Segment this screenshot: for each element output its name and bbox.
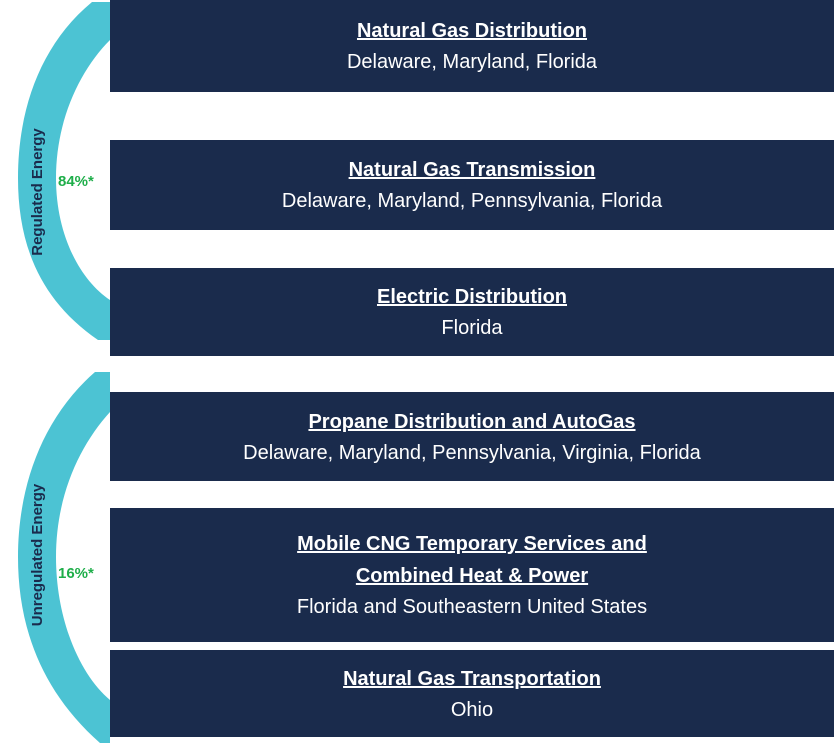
unregulated-arc: [18, 372, 110, 743]
segment-box: Natural Gas Transportation Ohio: [110, 650, 834, 737]
group-percent: 84%*: [58, 173, 94, 190]
segment-title: Natural Gas Distribution: [356, 20, 588, 42]
segment-regions: Delaware, Maryland, Florida: [346, 51, 598, 73]
arcs: Regulated Energy Unregulated Energy: [18, 2, 110, 743]
segment-title: Electric Distribution: [376, 286, 568, 308]
regulated-arc: [18, 2, 110, 340]
segment-regions: Delaware, Maryland, Pennsylvania, Virgin…: [243, 441, 701, 464]
group-percent: 16%*: [58, 565, 94, 582]
segment-box: Propane Distribution and AutoGas Delaware…: [110, 392, 834, 481]
segment-box: Natural Gas Distribution Delaware, Maryla…: [110, 0, 834, 92]
segment-regions: Florida and Southeastern United States: [296, 596, 648, 618]
segment-box: Electric Distribution Florida: [110, 268, 834, 356]
segment-regions: Florida: [441, 317, 503, 339]
segment-regions: Delaware, Maryland, Pennsylvania, Florid…: [281, 190, 663, 212]
group-label: Unregulated Energy: [29, 483, 46, 626]
segment-box: Natural Gas Transmission Delaware, Maryla…: [110, 140, 834, 230]
group-label: Regulated Energy: [29, 128, 46, 256]
segment-title: Natural Gas Transportation: [343, 667, 601, 690]
segment-title: Natural Gas Transmission: [348, 159, 596, 181]
segment-regions: Ohio: [450, 698, 494, 721]
segment-title: Combined Heat & Power: [355, 565, 589, 587]
segment-title: Propane Distribution and AutoGas: [308, 410, 636, 433]
segment-box: Mobile CNG Temporary Services and Combine…: [110, 508, 834, 642]
segment-title: Mobile CNG Temporary Services and: [297, 533, 647, 555]
